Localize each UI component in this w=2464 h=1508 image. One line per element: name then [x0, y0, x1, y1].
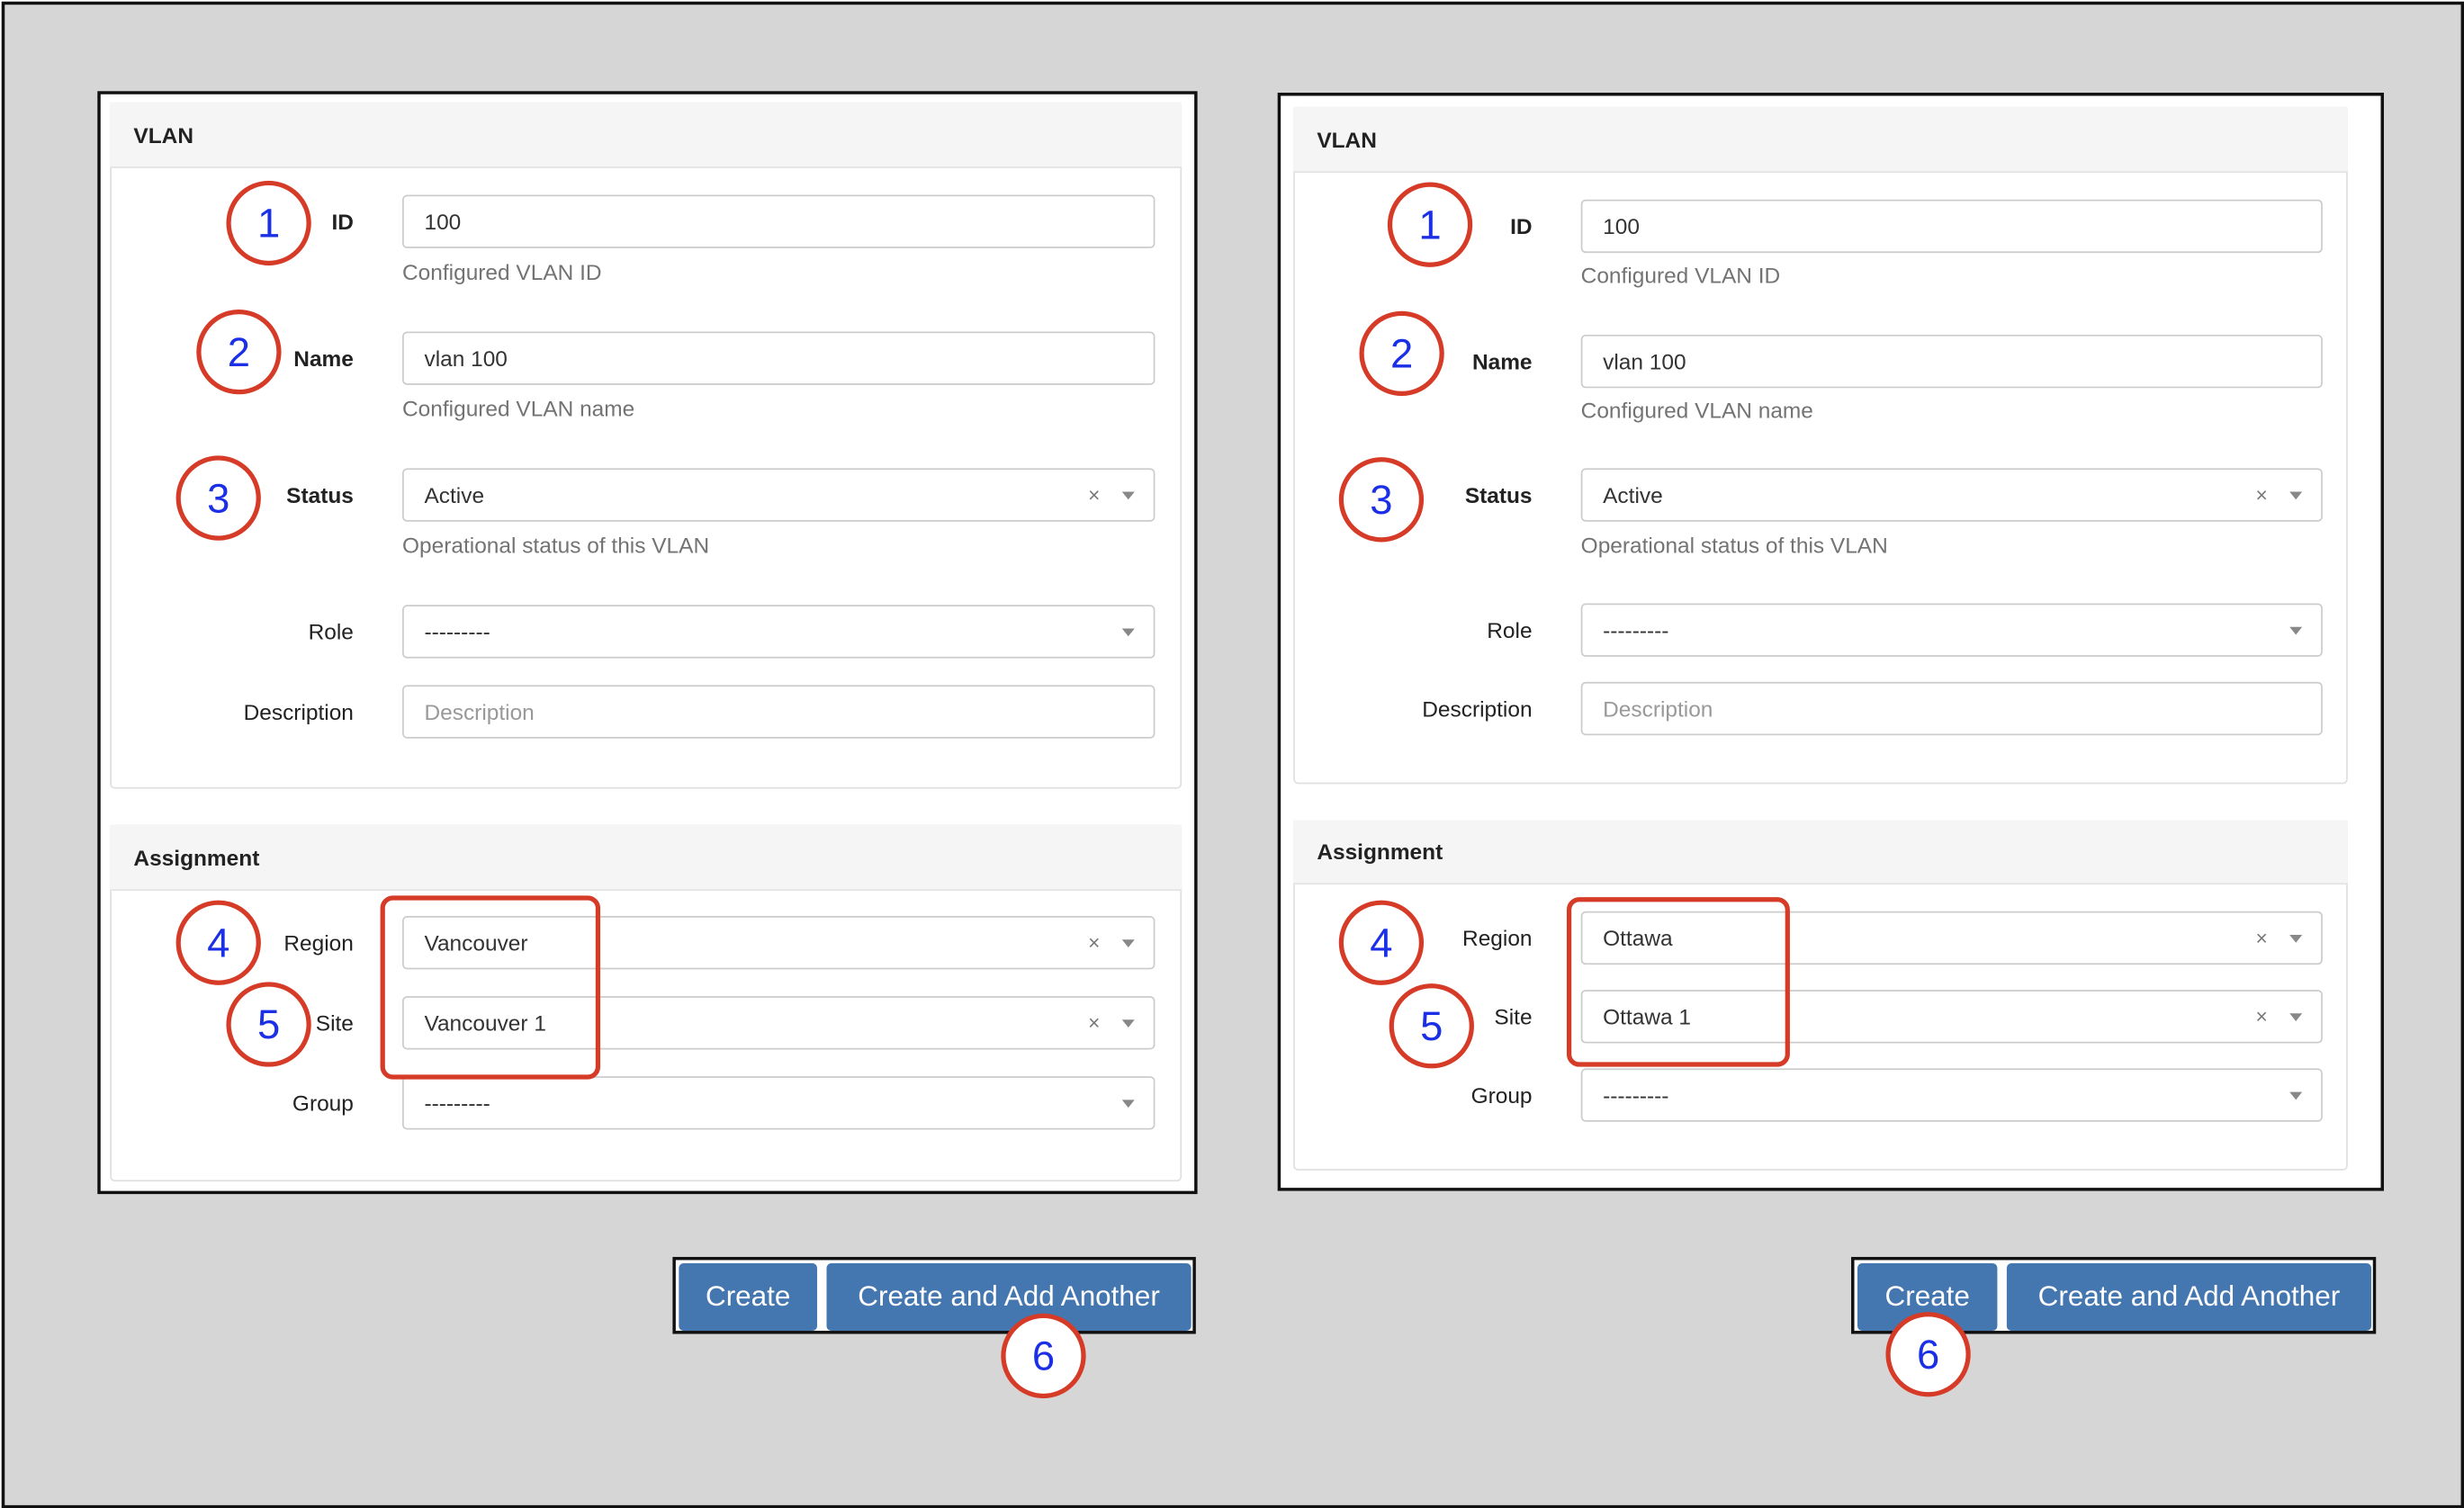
- id-help-text: Configured VLAN ID: [1580, 262, 1781, 288]
- clear-icon[interactable]: ×: [1088, 1010, 1101, 1035]
- group-label: Group: [292, 1090, 354, 1116]
- group-value: ---------: [424, 1090, 490, 1116]
- role-select[interactable]: ---------: [402, 605, 1156, 659]
- role-label: Role: [1487, 617, 1533, 643]
- chevron-down-icon[interactable]: [2289, 626, 2303, 635]
- role-select[interactable]: ---------: [1580, 603, 2323, 657]
- id-input[interactable]: 100: [402, 194, 1156, 248]
- name-value: vlan 100: [424, 346, 508, 372]
- description-label: Description: [243, 699, 354, 724]
- description-label: Description: [1422, 696, 1533, 722]
- id-label: ID: [1510, 213, 1533, 239]
- region-select[interactable]: Vancouver ×: [402, 916, 1156, 970]
- annotation-marker-5: 5: [226, 982, 311, 1067]
- name-label: Name: [293, 346, 354, 372]
- region-label: Region: [1462, 925, 1533, 951]
- annotation-marker-4: 4: [1338, 900, 1425, 985]
- section-header-vlan: VLAN: [1293, 106, 2348, 174]
- create-and-add-another-button[interactable]: Create and Add Another: [2006, 1262, 2372, 1332]
- region-value: Ottawa: [1603, 925, 1673, 951]
- chevron-down-icon[interactable]: [1121, 1100, 1135, 1109]
- description-value: Description: [424, 699, 535, 724]
- role-value: ---------: [1603, 617, 1669, 643]
- region-value: Vancouver: [424, 929, 528, 956]
- create-button[interactable]: Create: [679, 1262, 818, 1332]
- highlight-box: [380, 895, 601, 1080]
- chevron-down-icon[interactable]: [1121, 491, 1135, 500]
- clear-icon[interactable]: ×: [2255, 926, 2268, 950]
- role-label: Role: [308, 619, 354, 644]
- clear-icon[interactable]: ×: [2255, 482, 2268, 507]
- section-header-vlan: VLAN: [110, 102, 1183, 168]
- group-label: Group: [1470, 1082, 1533, 1109]
- role-value: ---------: [424, 619, 490, 644]
- id-input[interactable]: 100: [1580, 199, 2323, 254]
- status-select[interactable]: Active ×: [402, 468, 1156, 522]
- name-input[interactable]: vlan 100: [1580, 334, 2323, 389]
- id-label: ID: [331, 209, 354, 235]
- annotation-marker-6: 6: [1001, 1313, 1086, 1399]
- status-label: Status: [1464, 482, 1533, 508]
- region-select[interactable]: Ottawa ×: [1580, 911, 2323, 965]
- create-and-add-another-button[interactable]: Create and Add Another: [826, 1262, 1192, 1332]
- chevron-down-icon[interactable]: [2289, 1013, 2303, 1022]
- site-select[interactable]: Vancouver 1 ×: [402, 996, 1156, 1050]
- name-help-text: Configured VLAN name: [402, 396, 635, 421]
- name-label: Name: [1471, 348, 1533, 374]
- annotation-marker-2: 2: [196, 310, 282, 395]
- chevron-down-icon[interactable]: [1121, 1019, 1135, 1028]
- status-label: Status: [286, 482, 354, 508]
- name-value: vlan 100: [1603, 348, 1686, 374]
- clear-icon[interactable]: ×: [1088, 482, 1101, 507]
- annotation-marker-3: 3: [175, 455, 261, 541]
- highlight-box: [1566, 897, 1790, 1067]
- description-input[interactable]: Description: [402, 685, 1156, 739]
- status-select[interactable]: Active ×: [1580, 468, 2323, 522]
- annotation-marker-4: 4: [175, 900, 261, 985]
- name-input[interactable]: vlan 100: [402, 331, 1156, 385]
- description-value: Description: [1603, 696, 1713, 722]
- chevron-down-icon[interactable]: [2289, 934, 2303, 943]
- site-label: Site: [315, 1010, 354, 1036]
- site-select[interactable]: Ottawa 1 ×: [1580, 990, 2323, 1044]
- status-help-text: Operational status of this VLAN: [1580, 532, 1888, 558]
- chevron-down-icon[interactable]: [2289, 1091, 2303, 1100]
- group-value: ---------: [1603, 1082, 1669, 1109]
- region-label: Region: [283, 929, 354, 956]
- section-header-assignment: Assignment: [1293, 820, 2348, 885]
- annotation-marker-3: 3: [1338, 457, 1425, 543]
- status-value: Active: [1603, 482, 1663, 508]
- annotation-marker-1: 1: [1387, 182, 1473, 267]
- status-value: Active: [424, 482, 485, 508]
- id-value: 100: [1603, 213, 1640, 239]
- id-value: 100: [424, 209, 462, 235]
- id-help-text: Configured VLAN ID: [402, 259, 602, 285]
- description-input[interactable]: Description: [1580, 681, 2323, 736]
- clear-icon[interactable]: ×: [2255, 1004, 2268, 1028]
- chevron-down-icon[interactable]: [1121, 628, 1135, 637]
- name-help-text: Configured VLAN name: [1580, 397, 1813, 423]
- status-help-text: Operational status of this VLAN: [402, 532, 710, 558]
- group-select[interactable]: ---------: [402, 1076, 1156, 1130]
- site-value: Ottawa 1: [1603, 1003, 1691, 1029]
- annotation-marker-5: 5: [1389, 983, 1474, 1069]
- annotation-marker-2: 2: [1359, 310, 1444, 397]
- chevron-down-icon[interactable]: [2289, 491, 2303, 500]
- chevron-down-icon[interactable]: [1121, 939, 1135, 947]
- annotation-marker-6: 6: [1885, 1312, 1971, 1397]
- section-header-assignment: Assignment: [110, 824, 1183, 892]
- site-label: Site: [1494, 1003, 1533, 1029]
- clear-icon[interactable]: ×: [1088, 930, 1101, 955]
- group-select[interactable]: ---------: [1580, 1068, 2323, 1122]
- site-value: Vancouver 1: [424, 1010, 546, 1036]
- annotation-marker-1: 1: [226, 180, 311, 266]
